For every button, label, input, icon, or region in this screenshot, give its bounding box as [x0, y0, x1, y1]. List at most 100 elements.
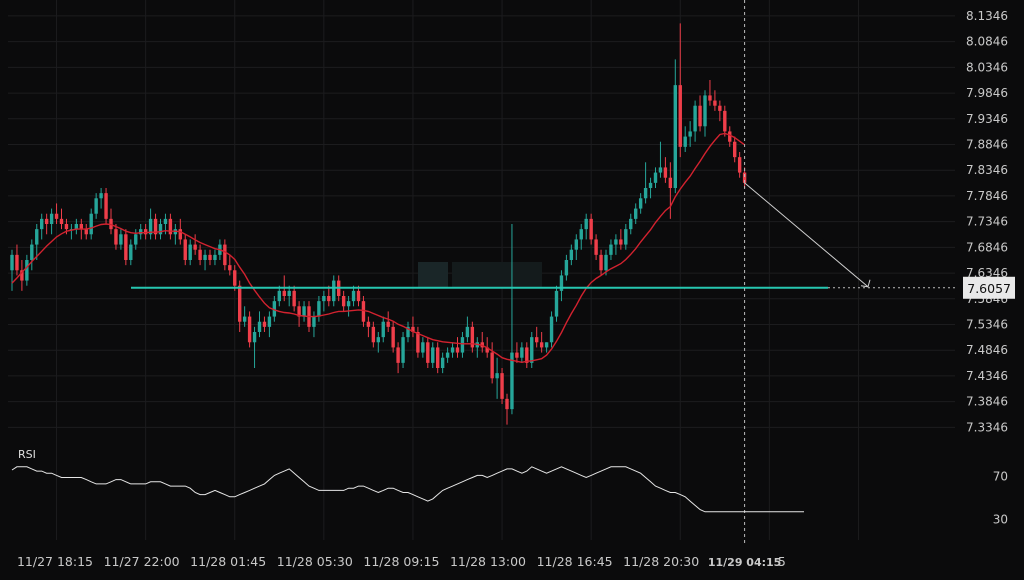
- candle: [129, 239, 133, 266]
- candle-body: [74, 224, 79, 230]
- candle-body: [213, 254, 217, 260]
- candle-body: [733, 141, 737, 158]
- candle-body: [252, 332, 257, 343]
- candle: [421, 337, 425, 358]
- ma-line: [11, 132, 746, 364]
- candle-body: [728, 131, 732, 142]
- rsi-line: [11, 466, 804, 513]
- candle: [505, 393, 509, 425]
- candle: [525, 342, 529, 368]
- price-tick-label: 7.7846: [966, 189, 1008, 203]
- candle-body: [79, 224, 83, 230]
- candle-body: [351, 290, 356, 302]
- candle: [406, 321, 410, 343]
- candle-body: [599, 254, 603, 271]
- candle-body: [302, 306, 306, 317]
- candlestick-series: [10, 23, 747, 425]
- candle-body: [341, 296, 346, 307]
- candle-body: [247, 316, 252, 343]
- price-axis: 8.1346 8.0846 8.0346 7.9846 7.9346 7.8846 7.83…: [963, 9, 1015, 434]
- candle-body: [386, 321, 390, 327]
- candle: [549, 311, 554, 348]
- candle-body: [371, 326, 376, 343]
- candle-body: [549, 316, 554, 343]
- candle-body: [317, 301, 321, 317]
- candle-body: [559, 275, 564, 291]
- candle-body: [287, 290, 291, 296]
- rsi-panel: RSI 70 30: [11, 448, 1008, 526]
- candle-body: [54, 213, 59, 219]
- candle-body: [168, 218, 173, 235]
- candle-body: [203, 254, 207, 260]
- candle: [238, 280, 242, 332]
- candle: [643, 162, 648, 204]
- candle-body: [450, 347, 455, 353]
- candle: [440, 352, 445, 374]
- current-time-label: 11/29 04:15: [708, 556, 781, 569]
- candle: [35, 224, 39, 260]
- candle-body: [663, 167, 668, 178]
- candle-body: [594, 239, 598, 255]
- candle-body: [673, 85, 677, 188]
- price-tick-label: 7.8346: [966, 163, 1008, 177]
- candle-body: [44, 218, 49, 224]
- candle-body: [277, 290, 281, 302]
- time-tick-label: 11/28 13:00: [450, 554, 526, 569]
- candle: [25, 254, 29, 286]
- candle: [287, 285, 291, 307]
- candle: [431, 342, 435, 368]
- candle: [530, 332, 534, 368]
- candle: [668, 162, 673, 219]
- candle: [520, 342, 524, 363]
- candle-body: [129, 244, 133, 260]
- candle-body: [693, 105, 697, 132]
- candle-body: [25, 260, 29, 281]
- candle-body: [198, 249, 202, 260]
- price-tick-label: 8.0346: [966, 60, 1008, 74]
- candle: [614, 234, 618, 255]
- candle: [475, 337, 479, 358]
- candle: [267, 311, 272, 338]
- candle-body: [421, 342, 425, 353]
- candle: [455, 337, 460, 358]
- candle-body: [228, 265, 232, 271]
- candle-body: [708, 95, 712, 101]
- candle-body: [49, 213, 54, 224]
- candle: [470, 321, 475, 353]
- candle: [465, 316, 470, 343]
- candle: [15, 244, 19, 276]
- candle: [569, 244, 574, 266]
- candle-body: [94, 198, 98, 214]
- candle: [683, 126, 687, 152]
- arrow-shaft: [744, 182, 869, 288]
- candle-body: [718, 105, 722, 111]
- candle: [143, 224, 148, 240]
- candle-body: [208, 254, 212, 260]
- candle-body: [262, 321, 267, 327]
- candle-body: [406, 326, 410, 338]
- candle: [99, 188, 103, 209]
- candle-body: [233, 270, 237, 286]
- candle: [723, 105, 727, 137]
- candle: [312, 311, 316, 338]
- candle-body: [188, 244, 192, 260]
- chart-grid: [8, 0, 955, 540]
- candle: [544, 342, 549, 353]
- candle-body: [658, 167, 663, 173]
- candle: [445, 347, 450, 363]
- candle-body: [10, 254, 14, 271]
- candle: [564, 254, 569, 281]
- price-tick-label: 8.1346: [966, 9, 1008, 23]
- candle-body: [376, 337, 380, 343]
- candle: [193, 234, 197, 255]
- candle-body: [713, 100, 717, 106]
- candle: [589, 213, 593, 245]
- candle: [94, 193, 98, 219]
- candle: [322, 290, 326, 312]
- candle-body: [153, 218, 158, 235]
- candle: [728, 126, 732, 147]
- watermark-mark: [418, 262, 448, 288]
- candle-body: [495, 373, 499, 379]
- candle-body: [490, 352, 494, 379]
- candle-body: [579, 229, 583, 240]
